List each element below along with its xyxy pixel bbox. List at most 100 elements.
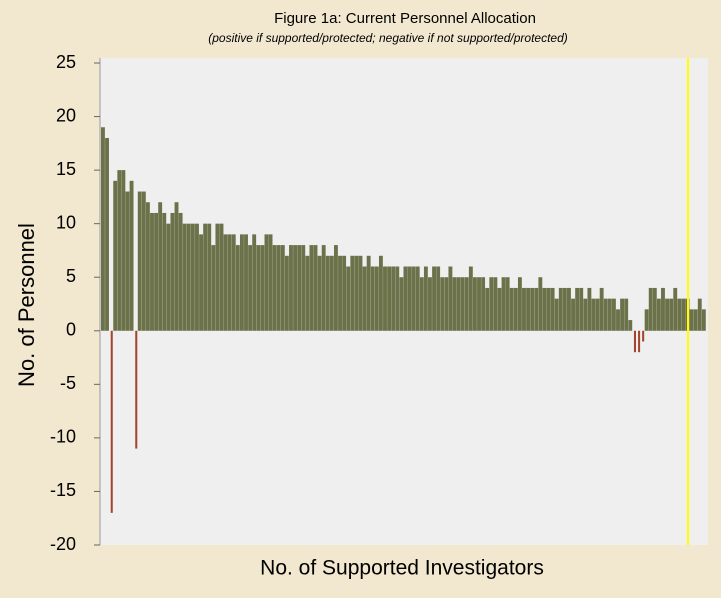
bar — [374, 266, 379, 331]
bar — [121, 170, 126, 331]
bar — [661, 287, 665, 331]
bar — [644, 309, 649, 331]
bar — [113, 180, 118, 331]
bar — [211, 245, 216, 331]
bar — [534, 287, 539, 331]
bar — [620, 298, 625, 331]
bar — [697, 298, 702, 331]
y-tick-label: -15 — [50, 480, 76, 500]
bar — [174, 202, 179, 331]
bar — [407, 266, 412, 331]
bar — [170, 212, 175, 331]
bar — [665, 298, 670, 331]
bar — [195, 223, 199, 331]
bar — [550, 287, 555, 331]
bar — [571, 298, 575, 331]
bar — [530, 287, 535, 331]
bar — [178, 212, 183, 331]
bar — [301, 245, 306, 331]
bar — [472, 277, 477, 331]
bar — [542, 287, 547, 331]
bar — [366, 255, 371, 331]
bar — [182, 223, 187, 331]
bar — [481, 277, 486, 331]
bar — [268, 234, 273, 331]
bar — [677, 298, 682, 331]
bar — [468, 266, 473, 331]
bar — [145, 202, 150, 331]
bar — [538, 277, 543, 331]
bar — [370, 266, 375, 331]
bar — [638, 330, 641, 353]
bar — [681, 298, 686, 331]
bar — [633, 330, 637, 353]
bar — [423, 266, 428, 331]
bar — [624, 298, 629, 331]
bar — [252, 234, 257, 331]
bar — [415, 266, 420, 331]
bar — [509, 287, 514, 331]
bar — [203, 223, 208, 331]
bar — [158, 202, 163, 331]
y-tick-label: -20 — [50, 534, 76, 554]
x-axis-label: No. of Supported Investigators — [260, 557, 544, 580]
bar — [354, 255, 359, 331]
chart-subtitle: (positive if supported/protected; negati… — [208, 31, 568, 45]
bar — [342, 255, 347, 331]
bar — [395, 266, 400, 331]
bar — [628, 320, 633, 331]
bar — [215, 223, 220, 331]
bar — [554, 298, 559, 331]
bar — [648, 287, 653, 331]
bar — [317, 255, 322, 331]
bar — [444, 277, 449, 331]
bar — [383, 266, 387, 331]
bar — [477, 277, 481, 331]
bar — [505, 277, 510, 331]
bar — [231, 234, 236, 331]
bar — [346, 266, 351, 331]
bar — [489, 277, 494, 331]
bar — [562, 287, 567, 331]
bar — [656, 298, 661, 331]
bar — [256, 245, 261, 331]
bar — [419, 277, 424, 331]
bar — [501, 277, 506, 331]
bar — [313, 245, 318, 331]
bar — [284, 255, 289, 331]
bar — [334, 245, 338, 331]
y-tick-label: 15 — [56, 159, 76, 179]
bar — [399, 277, 404, 331]
bar — [603, 298, 608, 331]
bar — [235, 245, 240, 331]
y-tick-label: 5 — [66, 266, 76, 286]
bar — [673, 287, 678, 331]
bar — [448, 266, 453, 331]
y-tick-label: 0 — [66, 320, 76, 340]
y-axis-label: No. of Personnel — [14, 223, 39, 387]
bar — [432, 266, 436, 331]
bar — [207, 223, 212, 331]
bar — [436, 266, 441, 331]
bar — [587, 287, 592, 331]
bar — [485, 287, 490, 331]
y-tick-label: -5 — [60, 373, 76, 393]
bar — [411, 266, 416, 331]
bar — [567, 287, 571, 331]
y-tick-label: 25 — [56, 52, 76, 72]
bar — [239, 234, 244, 331]
bar — [595, 298, 600, 331]
bar — [575, 287, 580, 331]
bar — [591, 298, 596, 331]
bar — [616, 309, 620, 331]
bar — [219, 223, 224, 331]
chart-title: Figure 1a: Current Personnel Allocation — [274, 10, 536, 27]
bar — [350, 255, 355, 331]
bar — [190, 223, 195, 331]
bar — [669, 298, 674, 331]
bar — [125, 191, 130, 331]
bar — [362, 266, 367, 331]
bar — [305, 255, 310, 331]
bar — [693, 309, 698, 331]
bar — [272, 245, 277, 331]
